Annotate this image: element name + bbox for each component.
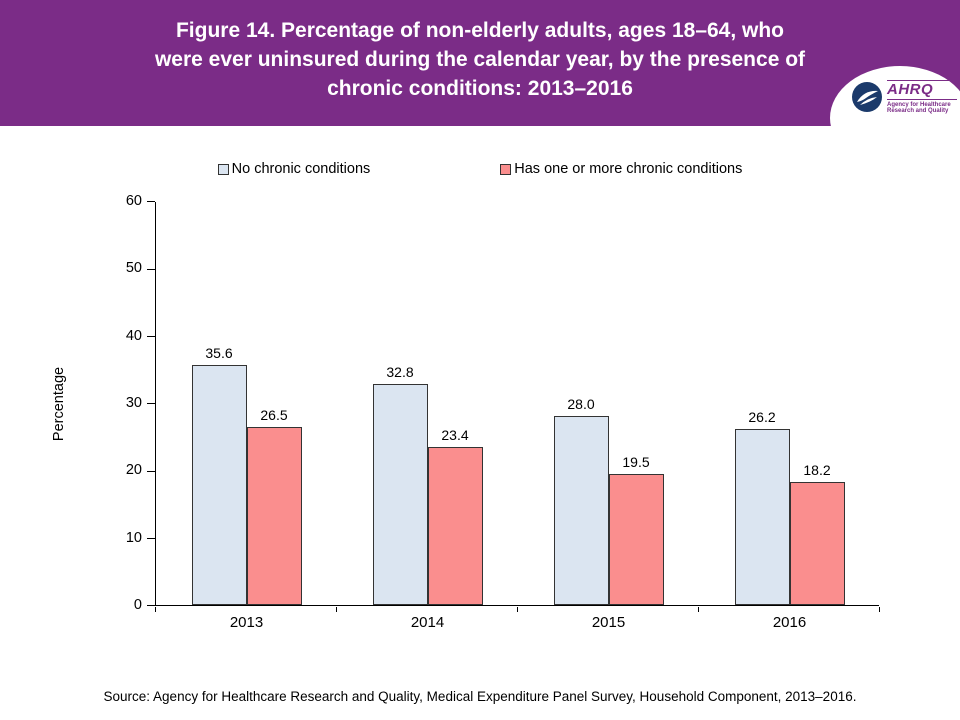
legend-label: Has one or more chronic conditions xyxy=(514,161,743,177)
y-tick-mark xyxy=(147,335,155,337)
y-axis-title-text: Percentage xyxy=(51,366,68,442)
legend-item: No chronic conditions xyxy=(217,161,371,177)
bar-group-2013: 35.6 26.5 xyxy=(156,202,337,605)
bar-chart: 0 10 20 30 40 50 60 35.6 26.5 2013 32.8 23.4 2014 28.… xyxy=(126,193,881,631)
legend-marker-icon xyxy=(217,163,229,175)
bar-value-label: 35.6 xyxy=(205,345,233,362)
y-axis-title: Percentage xyxy=(48,202,70,606)
x-category-label: 2013 xyxy=(229,614,264,631)
x-category-label: 2014 xyxy=(410,614,445,631)
y-tick-mark xyxy=(147,201,155,203)
bar-group-2016: 26.2 18.2 xyxy=(699,202,880,605)
legend-label: No chronic conditions xyxy=(231,161,371,177)
x-tick-mark xyxy=(698,607,700,612)
x-category-label: 2015 xyxy=(591,614,626,631)
hhs-eagle-icon xyxy=(852,82,882,113)
x-tick-mark xyxy=(336,607,338,612)
y-tick-mark xyxy=(147,537,155,539)
bar: 19.5 xyxy=(608,454,664,605)
header-banner: Figure 14. Percentage of non-elderly adu… xyxy=(0,0,960,126)
ahrq-wordmark-block: AHRQ Agency for Healthcare Research and … xyxy=(887,80,957,114)
x-tick-mark xyxy=(879,607,881,612)
figure-title: Figure 14. Percentage of non-elderly adu… xyxy=(154,19,806,100)
ahrq-tagline: Agency for Healthcare Research and Quali… xyxy=(887,101,951,115)
bar-value-label: 28.0 xyxy=(567,396,595,413)
y-tick-mark xyxy=(147,605,155,607)
x-tick-mark xyxy=(517,607,519,612)
bar: 23.4 xyxy=(427,427,483,605)
y-tick-label: 50 xyxy=(125,260,142,277)
y-tick-label: 30 xyxy=(125,395,142,411)
chart-legend: No chronic conditions Has one or more chr… xyxy=(0,161,960,177)
ahrq-logo-inner: AHRQ Agency for Healthcare Research and … xyxy=(852,80,957,114)
bar: 35.6 xyxy=(191,345,247,605)
bar: 28.0 xyxy=(553,396,609,605)
y-tick-label: 40 xyxy=(125,327,142,344)
y-tick-mark xyxy=(147,268,155,270)
x-category-label: 2016 xyxy=(772,614,807,631)
source-text: Source: Agency for Healthcare Research a… xyxy=(103,689,857,704)
ahrq-logo: AHRQ Agency for Healthcare Research and … xyxy=(830,66,960,170)
bar-value-label: 26.5 xyxy=(260,406,288,423)
y-tick-label: 20 xyxy=(125,462,142,479)
y-tick-label: 60 xyxy=(125,193,142,209)
legend-marker-icon xyxy=(500,163,512,175)
bar-group-2015: 28.0 19.5 xyxy=(518,202,699,605)
bar: 32.8 xyxy=(372,364,428,605)
y-tick-label: 10 xyxy=(125,529,142,546)
ahrq-wordmark: AHRQ xyxy=(887,80,957,100)
y-tick-mark xyxy=(147,470,155,472)
bar-value-label: 18.2 xyxy=(803,462,831,479)
bar-value-label: 23.4 xyxy=(441,427,469,444)
y-tick-label: 0 xyxy=(133,597,142,613)
bar: 26.2 xyxy=(734,409,790,605)
y-tick-mark xyxy=(147,403,155,405)
bar-value-label: 19.5 xyxy=(622,453,650,470)
bar-value-label: 32.8 xyxy=(386,364,414,381)
bar-group-2014: 32.8 23.4 xyxy=(337,202,518,605)
x-tick-mark xyxy=(155,607,157,612)
legend-item: Has one or more chronic conditions xyxy=(500,161,742,177)
plot-area: 0 10 20 30 40 50 60 35.6 26.5 2013 32.8 23.4 2014 28.… xyxy=(126,193,881,631)
bar-value-label: 26.2 xyxy=(748,408,776,425)
bar: 26.5 xyxy=(246,407,302,605)
bar: 18.2 xyxy=(789,462,845,605)
